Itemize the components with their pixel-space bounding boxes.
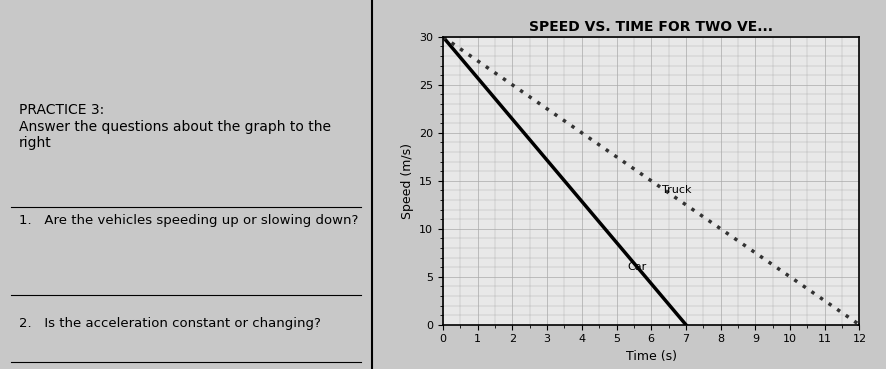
Text: 1.   Are the vehicles speeding up or slowing down?: 1. Are the vehicles speeding up or slowi…: [19, 214, 358, 227]
Title: SPEED VS. TIME FOR TWO VE...: SPEED VS. TIME FOR TWO VE...: [529, 20, 773, 34]
Text: Truck: Truck: [662, 185, 691, 196]
Text: Car: Car: [627, 262, 646, 272]
X-axis label: Time (s): Time (s): [626, 350, 677, 363]
Y-axis label: Speed (m/s): Speed (m/s): [400, 143, 414, 219]
Text: 2.   Is the acceleration constant or changing?: 2. Is the acceleration constant or chang…: [19, 317, 321, 330]
Text: PRACTICE 3:
Answer the questions about the graph to the
right: PRACTICE 3: Answer the questions about t…: [19, 103, 330, 150]
